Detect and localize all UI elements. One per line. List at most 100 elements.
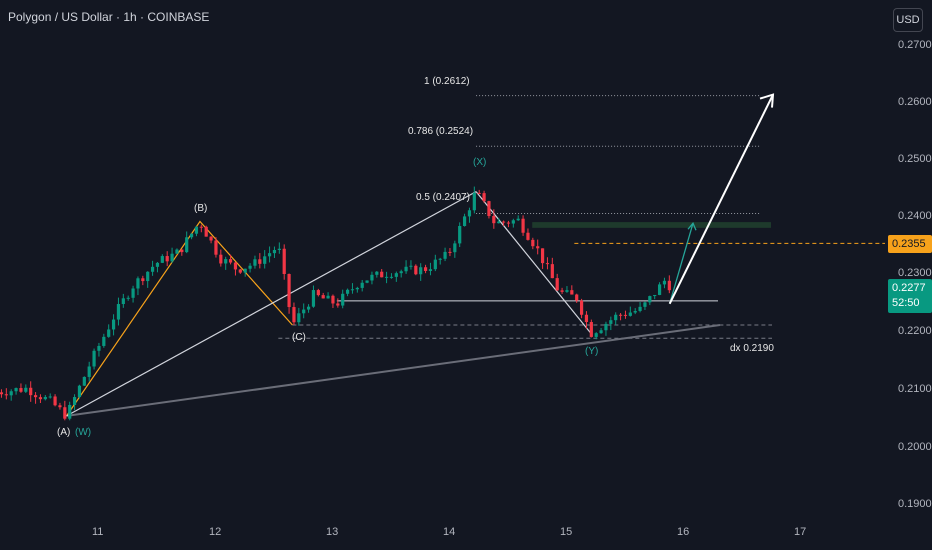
candle-body	[306, 306, 311, 310]
x-tick-label: 16	[677, 526, 690, 538]
candle-body	[433, 259, 437, 270]
teal-projection-arrow	[669, 223, 694, 304]
candle-body	[214, 240, 218, 255]
candle-body	[258, 259, 262, 264]
candle-body	[282, 248, 286, 275]
candle-body	[224, 259, 228, 264]
fib-level-0786-label: 0.786 (0.2524)	[408, 126, 474, 137]
white-arrow-head	[759, 93, 775, 108]
candle-body	[594, 333, 598, 337]
candle-body	[92, 350, 96, 367]
candle-body	[609, 320, 613, 324]
y-tick-label: 0.2100	[898, 383, 932, 395]
candle-body	[77, 385, 82, 398]
candle-body	[428, 269, 433, 271]
candle-body	[189, 233, 194, 238]
x-tick-label: 14	[443, 526, 456, 538]
candle-body	[516, 218, 520, 221]
drawing-layer	[66, 95, 885, 417]
candles-layer	[0, 186, 671, 421]
candle-body	[4, 394, 8, 396]
candle-body	[160, 256, 164, 263]
candle-body	[394, 273, 398, 277]
candle-body	[9, 391, 13, 396]
wx-wave-line	[66, 191, 477, 417]
candle-body	[492, 216, 496, 224]
wave-label-a: (A)	[57, 427, 71, 438]
candle-body	[267, 253, 272, 257]
candle-body	[180, 249, 184, 253]
candle-body	[423, 267, 428, 271]
candle-body	[116, 304, 121, 320]
candle-body	[462, 216, 467, 227]
price-scale[interactable]: 0.2700 0.2600 0.2500 0.2400 0.2300 0.220…	[885, 0, 932, 550]
candle-body	[370, 274, 374, 281]
candle-body	[497, 221, 501, 224]
candle-body	[248, 265, 252, 269]
candle-body	[170, 253, 174, 262]
candle-body	[107, 329, 111, 337]
candle-body	[657, 284, 662, 295]
candle-body	[521, 218, 525, 233]
candle-body	[243, 268, 247, 273]
currency-button[interactable]: USD	[893, 8, 923, 32]
candle-body	[540, 248, 545, 264]
candle-body	[311, 290, 316, 307]
candle-body	[438, 258, 442, 260]
candle-body	[506, 222, 511, 224]
candle-body	[146, 271, 150, 282]
candle-body	[643, 302, 647, 307]
y-tick-label: 0.1900	[898, 498, 932, 510]
candle-body	[136, 278, 140, 289]
candle-body	[570, 290, 574, 295]
supply-zone	[532, 222, 771, 228]
candle-body	[141, 278, 145, 282]
fib-level-05-label: 0.5 (0.2407)	[416, 192, 470, 203]
y-tick-label: 0.2500	[898, 153, 932, 165]
candle-body	[648, 296, 652, 303]
white-projection-arrow	[668, 94, 774, 305]
candle-body	[228, 259, 233, 263]
candle-body	[19, 388, 23, 392]
candle-body	[511, 220, 515, 224]
x-tick-label: 17	[794, 526, 807, 538]
candle-body	[165, 256, 169, 262]
candle-body	[68, 404, 72, 419]
candle-body	[618, 314, 623, 316]
candle-body	[409, 265, 413, 267]
x-tick-label: 11	[92, 526, 104, 538]
projection-arrows	[668, 93, 775, 305]
candle-body	[277, 248, 281, 250]
candle-body	[29, 387, 33, 396]
wave-label-w: (W)	[75, 427, 92, 438]
candle-body	[399, 271, 403, 274]
candle-body	[604, 323, 608, 331]
candle-body	[121, 298, 125, 305]
candle-body	[365, 280, 369, 283]
level-price-tag: 0.2355	[888, 235, 932, 253]
candle-body	[297, 313, 301, 323]
candle-body	[355, 287, 359, 290]
candle-body	[536, 246, 540, 249]
symbol-title[interactable]: Polygon / US Dollar · 1h · COINBASE	[8, 10, 210, 24]
candle-body	[126, 297, 130, 299]
candle-body	[24, 387, 28, 392]
candle-body	[375, 271, 379, 275]
candle-body	[555, 278, 559, 291]
y-tick-label: 0.2600	[898, 96, 932, 108]
candle-body	[477, 192, 481, 194]
y-tick-label: 0.2200	[898, 325, 932, 337]
candle-body	[482, 193, 486, 202]
candle-body	[623, 314, 628, 316]
candle-body	[204, 226, 208, 237]
teal-arrow-head	[687, 222, 697, 231]
candle-body	[302, 309, 306, 314]
candle-body	[360, 282, 364, 288]
candle-body	[150, 266, 155, 272]
candle-body	[404, 266, 408, 272]
candle-body	[345, 289, 350, 294]
candle-body	[458, 226, 462, 244]
candle-body	[341, 293, 345, 306]
xy-wave-line	[475, 191, 592, 334]
